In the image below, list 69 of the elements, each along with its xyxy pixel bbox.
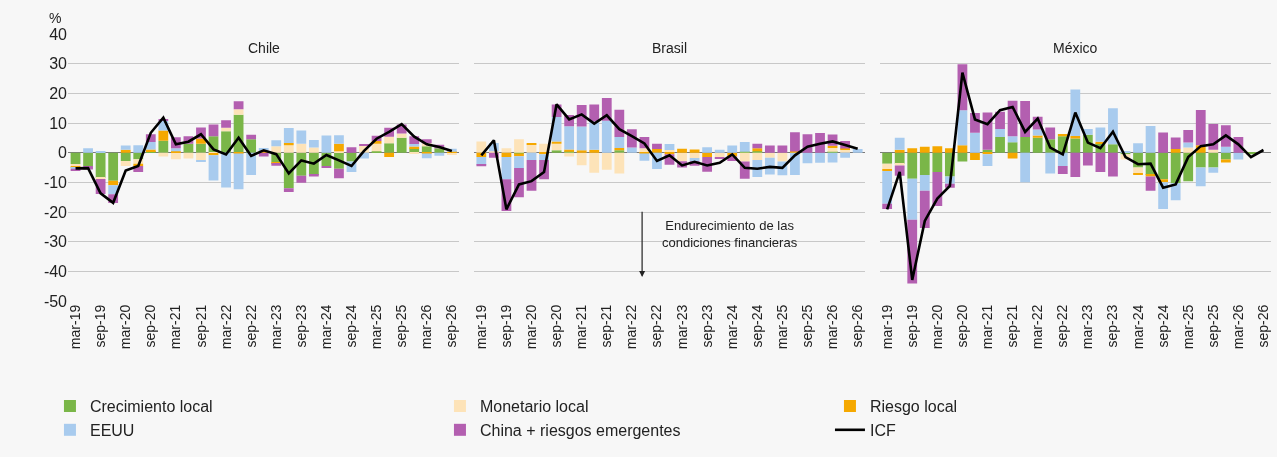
x-tick-label: mar-24 xyxy=(723,304,740,350)
x-tick-label: mar-23 xyxy=(1079,304,1096,350)
x-tick-label: sep-20 xyxy=(142,304,159,348)
legend-label: China + riesgos emergentes xyxy=(479,422,681,440)
y-tick-label: -40 xyxy=(43,262,68,280)
x-tick-label: mar-25 xyxy=(1179,304,1196,350)
x-tick-label: sep-19 xyxy=(497,304,514,348)
y-axis-title: % xyxy=(49,10,62,26)
chart-title: Chile xyxy=(248,40,281,56)
x-tick-label: mar-19 xyxy=(472,304,489,350)
x-tick-label: sep-21 xyxy=(192,304,209,348)
y-tick-label: 20 xyxy=(49,84,68,102)
x-tick-label: mar-26 xyxy=(824,304,841,350)
x-tick-label: sep-24 xyxy=(748,304,765,348)
x-tick-label: sep-26 xyxy=(1255,304,1272,348)
legend-label: Riesgo local xyxy=(869,398,958,416)
y-tick-label: 40 xyxy=(49,25,68,43)
y-tick-label: 0 xyxy=(58,144,68,162)
x-tick-label: mar-20 xyxy=(523,304,540,350)
legend-label: EEUU xyxy=(89,422,135,440)
y-tick-label: -20 xyxy=(43,203,68,221)
x-tick-label: sep-24 xyxy=(1154,304,1171,348)
legend-label: Crecimiento local xyxy=(89,398,213,416)
x-tick-label: sep-26 xyxy=(849,304,866,348)
x-tick-label: mar-21 xyxy=(979,304,996,350)
x-tick-label: sep-22 xyxy=(242,304,259,348)
x-tick-label: sep-21 xyxy=(1004,304,1021,348)
y-tick-label: 10 xyxy=(49,114,68,132)
x-tick-label: mar-22 xyxy=(623,304,640,350)
x-tick-label: mar-19 xyxy=(67,304,84,350)
x-tick-label: mar-26 xyxy=(1229,304,1246,350)
x-tick-label: mar-21 xyxy=(167,304,184,350)
y-tick-label: 30 xyxy=(49,55,68,73)
chart-title: Brasil xyxy=(652,40,688,56)
chart-title: México xyxy=(1053,40,1098,56)
x-tick-label: sep-20 xyxy=(548,304,565,348)
x-tick-label: sep-25 xyxy=(393,304,410,348)
x-tick-label: mar-22 xyxy=(1029,304,1046,350)
x-tick-label: sep-23 xyxy=(1104,304,1121,348)
x-tick-label: sep-25 xyxy=(799,304,816,348)
y-tick-label: -30 xyxy=(43,233,68,251)
x-tick-label: mar-23 xyxy=(267,304,284,350)
x-tick-label: mar-25 xyxy=(773,304,790,350)
x-tick-label: sep-22 xyxy=(1054,304,1071,348)
x-tick-label: sep-23 xyxy=(292,304,309,348)
x-tick-label: sep-19 xyxy=(903,304,920,348)
y-tick-label: -10 xyxy=(43,173,68,191)
x-tick-label: mar-23 xyxy=(673,304,690,350)
x-tick-label: sep-19 xyxy=(92,304,109,348)
x-tick-label: sep-26 xyxy=(443,304,460,348)
annotation: Endurecimiento de las condiciones financieras xyxy=(662,218,798,250)
x-tick-label: mar-19 xyxy=(878,304,895,350)
x-tick-label: sep-22 xyxy=(648,304,665,348)
x-tick-label: sep-25 xyxy=(1204,304,1221,348)
x-tick-label: mar-22 xyxy=(217,304,234,350)
y-tick-label: -50 xyxy=(43,292,68,310)
x-tick-label: sep-20 xyxy=(953,304,970,348)
x-tick-label: mar-20 xyxy=(928,304,945,350)
x-tick-label: mar-20 xyxy=(117,304,134,350)
legend-label: ICF xyxy=(869,422,896,440)
x-tick-label: mar-24 xyxy=(1129,304,1146,350)
x-tick-label: sep-24 xyxy=(343,304,360,348)
x-tick-label: mar-24 xyxy=(317,304,334,350)
x-tick-label: mar-25 xyxy=(368,304,385,350)
x-tick-label: sep-21 xyxy=(598,304,615,348)
x-tick-label: sep-23 xyxy=(698,304,715,348)
x-tick-label: mar-26 xyxy=(418,304,435,350)
legend-label: Monetario local xyxy=(479,398,589,416)
x-tick-label: mar-21 xyxy=(573,304,590,350)
